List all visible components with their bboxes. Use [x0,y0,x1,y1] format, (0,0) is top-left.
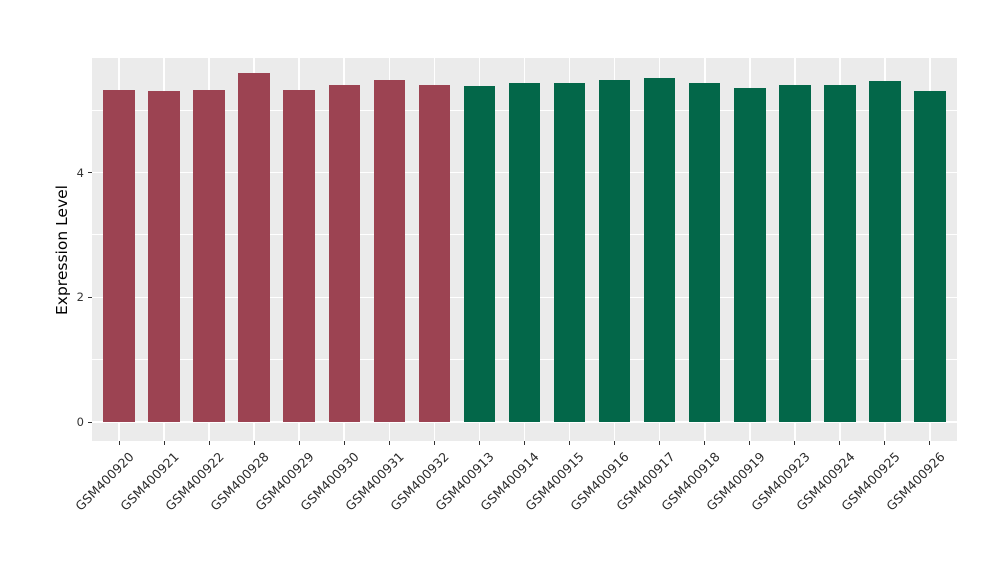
x-tick [929,441,931,445]
x-tick [343,441,345,445]
bar-GSM400926 [914,90,946,422]
x-tick [253,441,255,445]
x-tick [749,441,751,445]
bar-GSM400929 [283,89,315,422]
bar-GSM400923 [779,84,811,422]
x-tick [118,441,120,445]
x-tick [163,441,165,445]
x-tick [884,441,886,445]
y-tick-label: 2 [76,290,84,305]
bar-GSM400922 [193,90,225,422]
bar-GSM400924 [824,85,856,422]
bar-GSM400913 [463,85,496,422]
y-tick-label: 0 [76,415,84,429]
bar-GSM400921 [148,90,180,422]
y-tick-label: 4 [76,165,84,180]
x-tick [659,441,661,445]
x-tick [478,441,480,445]
y-tick [88,421,92,423]
x-tick [704,441,706,445]
bar-GSM400920 [103,90,135,422]
x-tick [614,441,616,445]
x-tick [569,441,571,445]
plot-panel [92,58,957,441]
bar-GSM400930 [328,84,361,422]
x-tick [794,441,796,445]
x-tick [839,441,841,445]
y-tick [88,172,92,174]
bar-GSM400928 [238,73,270,422]
bar-GSM400932 [418,84,451,422]
y-tick [88,296,92,298]
x-tick [524,441,525,445]
bar-GSM400918 [688,83,721,422]
x-tick [208,441,210,445]
bar-GSM400914 [508,83,541,422]
bar-GSM400925 [869,80,901,422]
bar-GSM400916 [598,80,631,422]
x-tick [298,441,300,445]
bar-GSM400915 [553,83,586,422]
x-tick [433,441,435,445]
bar-GSM400919 [733,87,766,422]
y-axis-title: Expression Level [53,184,71,315]
bar-GSM400917 [643,78,676,422]
bar-GSM400931 [373,80,406,422]
x-tick [388,441,390,445]
